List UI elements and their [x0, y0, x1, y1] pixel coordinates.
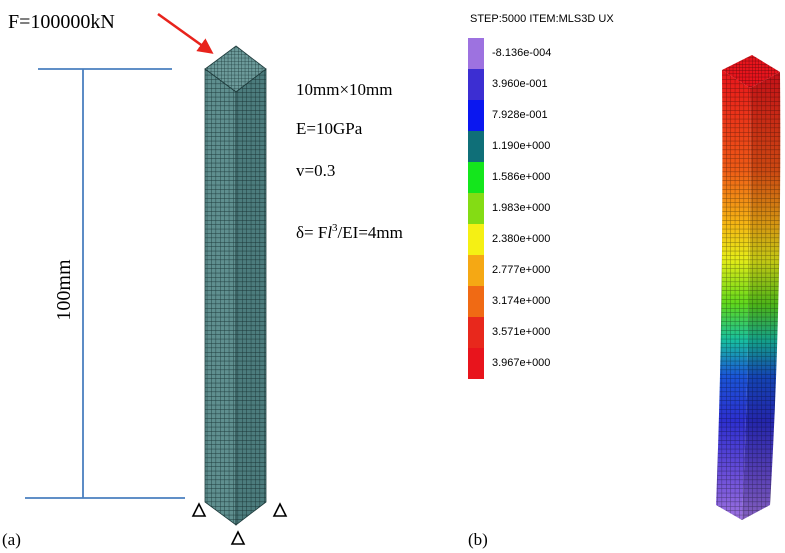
legend-value: 1.983e+000: [492, 202, 550, 214]
legend-swatch: [468, 162, 484, 193]
deflection-formula: δ= Fl3/EI=4mm: [296, 222, 403, 242]
color-legend: -8.136e-004 3.960e-001 7.928e-001 1.190e+00…: [468, 38, 551, 379]
force-label: F=100000kN: [8, 11, 115, 33]
legend-swatch: [468, 224, 484, 255]
legend-value: 2.777e+000: [492, 264, 550, 276]
force-arrow: [157, 12, 214, 54]
legend-value: 3.174e+000: [492, 295, 550, 307]
legend-value: 3.960e-001: [492, 78, 548, 90]
triangle-support-icon: [191, 502, 288, 545]
legend-value: 1.586e+000: [492, 171, 550, 183]
panel-a-label: (a): [2, 530, 21, 549]
legend-swatch: [468, 286, 484, 317]
legend-value: 1.190e+000: [492, 140, 550, 152]
legend-swatch: [468, 131, 484, 162]
legend-swatch: [468, 348, 484, 379]
panel-b-label: (b): [468, 530, 488, 549]
column-front-face: [204, 68, 237, 526]
dimension-line: [25, 68, 185, 499]
legend-swatch: [468, 100, 484, 131]
legend-swatch: [468, 255, 484, 286]
legend-swatch: [468, 38, 484, 69]
poisson-label: v=0.3: [296, 161, 335, 180]
mesh-column: [204, 45, 267, 526]
panel-b: STEP:5000 ITEM:MLS3D UX -8.136e-004 3.960…: [468, 13, 781, 549]
legend-value: 7.928e-001: [492, 109, 548, 121]
legend-value: 2.380e+000: [492, 233, 550, 245]
column-side-face: [235, 68, 267, 526]
legend-value: -8.136e-004: [492, 47, 551, 59]
legend-value: 3.967e+000: [492, 357, 550, 369]
legend-swatch: [468, 317, 484, 348]
legend-value: 3.571e+000: [492, 326, 550, 338]
legend-swatch: [468, 69, 484, 100]
legend-swatch: [468, 193, 484, 224]
modulus-label: E=10GPa: [296, 119, 363, 138]
length-label: 100mm: [53, 259, 75, 321]
legend-title: STEP:5000 ITEM:MLS3D UX: [470, 13, 614, 25]
panel-a: F=100000kN 100mm 10mm×10mm E=10GPa v=0.3…: [2, 11, 403, 549]
deformed-column: [716, 55, 781, 520]
section-label: 10mm×10mm: [296, 80, 392, 99]
